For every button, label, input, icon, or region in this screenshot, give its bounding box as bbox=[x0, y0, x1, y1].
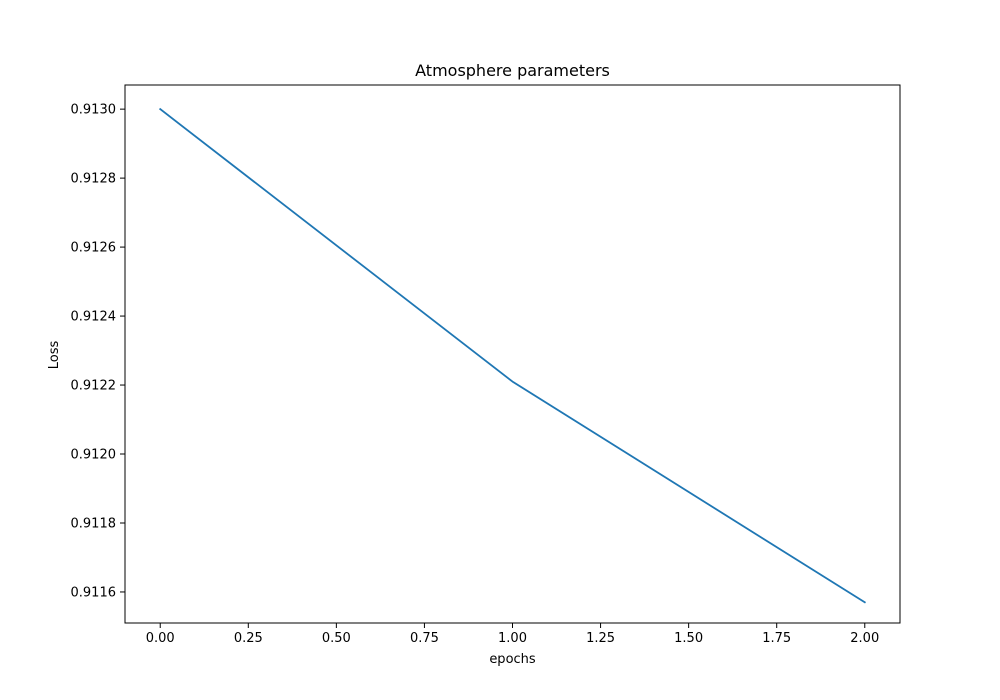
series-line-0 bbox=[158, 107, 867, 604]
y-tick-label: 0.9120 bbox=[71, 448, 117, 463]
x-tick-label: 0.50 bbox=[322, 631, 351, 646]
y-tick-label: 0.9116 bbox=[71, 585, 117, 600]
y-tick-label: 0.9118 bbox=[71, 516, 117, 531]
y-tick-label: 0.9128 bbox=[71, 172, 117, 187]
y-axis-title: Loss bbox=[47, 341, 62, 370]
y-tick-label: 0.9122 bbox=[71, 379, 117, 394]
x-axis-title: epochs bbox=[489, 652, 536, 667]
y-tick-label: 0.9124 bbox=[71, 310, 117, 325]
plot-area: 0.00 0.25 0.50 0.75 1.00 1.25 1.50 1.75 2.00 0.91… bbox=[71, 84, 901, 646]
x-tick-label: 1.00 bbox=[498, 631, 527, 646]
x-tick-label: 1.75 bbox=[762, 631, 791, 646]
x-tick-label: 1.50 bbox=[674, 631, 703, 646]
x-tick-label: 0.75 bbox=[410, 631, 439, 646]
chart-title: Atmosphere parameters bbox=[415, 61, 610, 80]
x-tick-label: 1.25 bbox=[586, 631, 615, 646]
x-tick-label: 0.00 bbox=[146, 631, 175, 646]
plot-frame bbox=[124, 84, 901, 624]
x-tick-label: 2.00 bbox=[850, 631, 879, 646]
x-tick-label: 0.25 bbox=[234, 631, 263, 646]
y-tick-label: 0.9126 bbox=[71, 241, 117, 256]
y-tick-label: 0.9130 bbox=[71, 103, 117, 118]
